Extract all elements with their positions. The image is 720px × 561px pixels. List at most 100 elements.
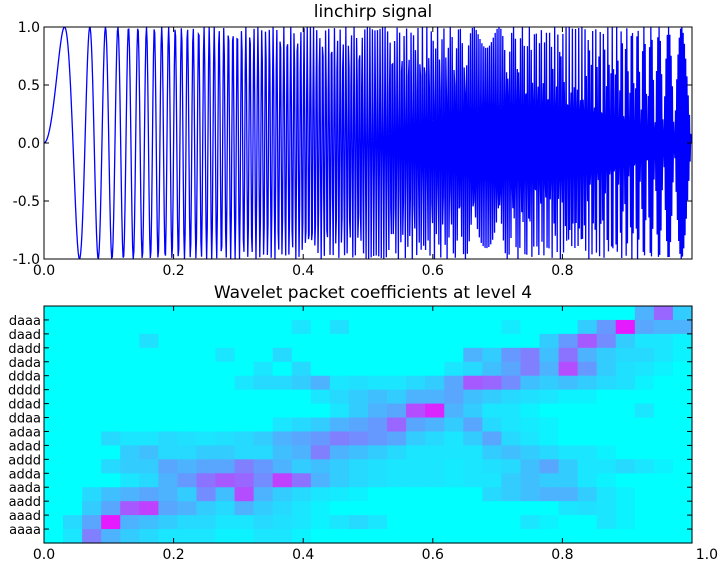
heatmap-cell <box>310 361 331 377</box>
heatmap-cell <box>44 375 64 391</box>
heatmap-cell <box>139 403 159 419</box>
heatmap-cell <box>520 306 541 321</box>
heatmap-cell <box>501 306 522 321</box>
bottom-ytick-label: addd <box>8 453 41 468</box>
heatmap-cell <box>291 375 312 391</box>
heatmap-cell <box>101 459 121 474</box>
heatmap-cell <box>463 473 483 488</box>
heatmap-cell <box>82 529 102 544</box>
heatmap-cell <box>406 306 426 321</box>
heatmap-cell <box>291 473 312 488</box>
heatmap-cell <box>82 501 102 516</box>
heatmap-cell <box>596 333 617 349</box>
heatmap-cell <box>291 361 312 377</box>
heatmap-cell <box>425 445 445 460</box>
top-xtick-label: 0.8 <box>551 263 573 279</box>
heatmap-cell <box>368 417 388 433</box>
heatmap-cell <box>558 361 579 377</box>
heatmap-cell <box>139 487 159 502</box>
bottom-ytick-label: ddda <box>8 370 41 385</box>
heatmap-cell <box>158 515 179 530</box>
heatmap-cell <box>615 431 636 447</box>
heatmap-cell <box>291 319 312 335</box>
heatmap-cell <box>539 445 560 460</box>
heatmap-cell <box>272 361 293 377</box>
top-ytick-label: -1.0 <box>13 252 40 268</box>
heatmap-cell <box>501 445 522 460</box>
heatmap-cell <box>577 529 598 544</box>
heatmap-cell <box>368 459 388 474</box>
heatmap-cell <box>672 319 693 335</box>
heatmap-cell <box>234 501 255 516</box>
heatmap-cell <box>272 417 293 433</box>
heatmap-cell <box>101 306 121 321</box>
heatmap-cell <box>253 375 274 391</box>
heatmap-cell <box>139 306 159 321</box>
heatmap-cell <box>82 403 102 419</box>
heatmap-cell <box>44 445 64 460</box>
heatmap-cell <box>368 431 388 447</box>
heatmap-cell <box>501 473 522 488</box>
heatmap-cell <box>501 347 522 363</box>
bottom-ytick-label: aada <box>9 481 41 496</box>
heatmap-cell <box>615 445 636 460</box>
heatmap-cell <box>444 515 464 530</box>
bottom-xtick-label: 0.8 <box>551 547 573 561</box>
heatmap-cell <box>444 529 464 544</box>
heatmap-cell <box>158 459 179 474</box>
heatmap-cell <box>520 431 541 447</box>
heatmap-cell <box>215 487 236 502</box>
heatmap-cell <box>368 333 388 349</box>
heatmap-cell <box>501 487 522 502</box>
heatmap-cell <box>348 445 369 460</box>
heatmap-cell <box>406 445 426 460</box>
heatmap-cell <box>463 347 483 363</box>
top-ytick-label: 0.0 <box>18 136 40 152</box>
heatmap-cell <box>291 445 312 460</box>
heatmap-cell <box>615 515 636 530</box>
wavelet-heatmap: daaadaaddadddadadddaddddddadddaaadaaadad… <box>8 305 718 561</box>
heatmap-cell <box>406 501 426 516</box>
heatmap-cell <box>272 306 293 321</box>
heatmap-cell <box>672 459 693 474</box>
top-xtick-label: 0.0 <box>33 263 55 279</box>
heatmap-cell <box>291 403 312 419</box>
heatmap-cell <box>177 473 198 488</box>
heatmap-cell <box>82 319 102 335</box>
heatmap-cell <box>310 319 331 335</box>
heatmap-cell <box>577 403 598 419</box>
heatmap-cell <box>634 403 655 419</box>
heatmap-cell <box>463 403 483 419</box>
heatmap-cell <box>482 459 503 474</box>
top-ytick-label: 0.5 <box>18 78 40 94</box>
heatmap-cell <box>463 319 483 335</box>
heatmap-cell <box>444 473 464 488</box>
heatmap-cell <box>158 375 179 391</box>
heatmap-cell <box>520 487 541 502</box>
heatmap-cell <box>44 515 64 530</box>
heatmap-cell <box>615 306 636 321</box>
heatmap-cell <box>215 459 236 474</box>
bottom-ytick-label: adaa <box>9 425 41 440</box>
heatmap-cell <box>634 333 655 349</box>
heatmap-cell <box>63 431 83 447</box>
top-ytick-label: 1.0 <box>18 20 40 36</box>
heatmap-cell <box>44 529 64 544</box>
heatmap-cell <box>348 473 369 488</box>
heatmap-cell <box>329 515 350 530</box>
heatmap-cell <box>387 445 407 460</box>
heatmap-cell <box>291 515 312 530</box>
heatmap-cell <box>272 529 293 544</box>
heatmap-cell <box>539 417 560 433</box>
heatmap-cell <box>177 529 198 544</box>
heatmap-cell <box>501 515 522 530</box>
heatmap-cell <box>672 389 693 405</box>
heatmap-cell <box>596 459 617 474</box>
heatmap-cell <box>577 473 598 488</box>
heatmap-cell <box>539 403 560 419</box>
top-xtick-label: 0.2 <box>162 263 184 279</box>
heatmap-cell <box>463 361 483 377</box>
heatmap-cell <box>120 473 140 488</box>
heatmap-cell <box>501 529 522 544</box>
heatmap-cell <box>387 361 407 377</box>
